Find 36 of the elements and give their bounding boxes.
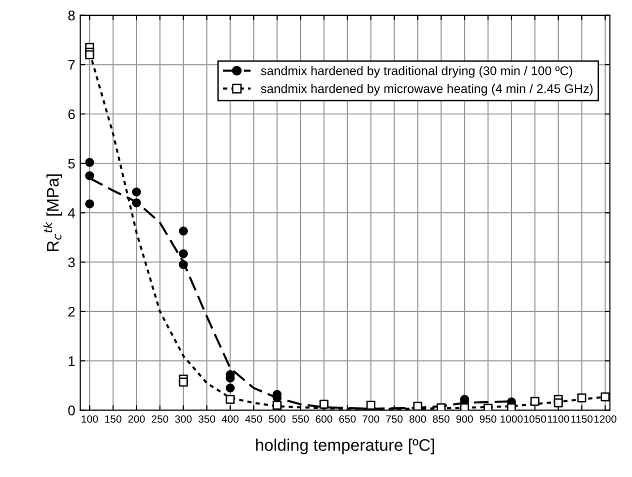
x-tick-label: 150	[105, 415, 122, 423]
x-tick-label: 1150	[571, 415, 593, 423]
x-tick-label: 900	[456, 415, 473, 423]
x-tick-label: 200	[128, 415, 145, 423]
x-tick-label: 100	[82, 415, 98, 423]
x-axis-title: holding temperature [ºC]	[256, 438, 434, 454]
x-tick-label: 800	[409, 415, 426, 423]
x-tick-label: 950	[480, 415, 496, 423]
x-tick-label: 600	[316, 415, 332, 423]
x-tick-label: 500	[268, 415, 286, 423]
y-tick-label: 7	[68, 60, 75, 70]
y-tick-label: 6	[68, 109, 75, 120]
x-tick-label: 1050	[524, 415, 546, 423]
legend-label: sandmix hardened by traditional drying (30 min / 100 ºC)	[260, 66, 572, 78]
y-tick-label: 3	[68, 257, 75, 268]
x-tick-label: 850	[432, 415, 450, 423]
x-tick-label: 300	[175, 415, 192, 423]
x-tick-label: 1200	[594, 415, 616, 423]
y-tick-label: 4	[68, 208, 75, 218]
y-tick-label: 0	[68, 406, 75, 416]
x-tick-label: 550	[292, 415, 309, 423]
x-tick-label: 350	[198, 415, 216, 423]
x-tick-label: 1000	[500, 415, 523, 423]
x-tick-label: 400	[222, 415, 239, 423]
x-tick-label: 700	[362, 415, 380, 423]
x-tick-label: 1100	[548, 415, 570, 423]
y-tick-label: 2	[68, 306, 75, 317]
x-tick-label: 450	[245, 415, 262, 423]
y-axis-title: R$_{c}$$^{tk}$ [MPa]	[43, 174, 62, 252]
x-tick-label: 250	[152, 415, 168, 423]
x-tick-label: 750	[386, 415, 403, 423]
legend-label: sandmix hardened by microwave heating (4 min / 2.45 GHz)	[260, 84, 593, 96]
y-tick-label: 1	[68, 356, 75, 366]
y-tick-label: 5	[68, 158, 75, 169]
y-tick-label: 8	[68, 10, 75, 20]
x-tick-label: 650	[339, 415, 356, 423]
